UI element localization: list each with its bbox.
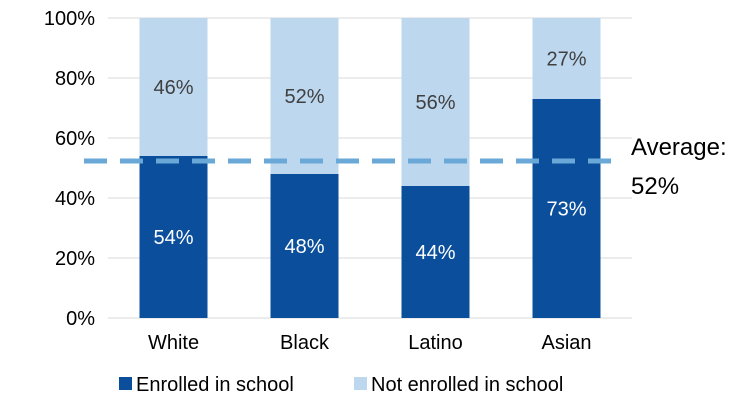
y-tick-label: 80%: [55, 68, 95, 90]
bar-not-enrolled: [532, 18, 601, 99]
bar-enrolled: [532, 99, 601, 318]
y-axis-tick-labels: 0% 20% 40% 60% 80% 100%: [44, 8, 95, 330]
data-label-not-enrolled: 27%: [546, 49, 586, 71]
x-category-label: Latino: [408, 332, 463, 354]
y-tick-label: 40%: [55, 188, 95, 210]
data-label-not-enrolled: 56%: [415, 92, 455, 114]
data-label-not-enrolled: 52%: [284, 86, 324, 108]
bar-enrolled: [401, 186, 470, 318]
bar-enrolled: [139, 156, 208, 318]
legend-swatch-not-enrolled: [354, 377, 367, 390]
average-label-line2: 52%: [631, 173, 679, 200]
bar-not-enrolled: [401, 18, 470, 186]
legend-label-not-enrolled: Not enrolled in school: [371, 374, 563, 396]
data-label-enrolled: 54%: [153, 227, 193, 249]
y-tick-label: 100%: [44, 8, 95, 30]
data-label-enrolled: 48%: [284, 236, 324, 258]
legend: Enrolled in school Not enrolled in schoo…: [119, 374, 563, 396]
data-label-enrolled: 73%: [546, 199, 586, 221]
x-axis-category-labels: White Black Latino Asian: [148, 332, 592, 354]
legend-swatch-enrolled: [119, 377, 132, 390]
y-tick-label: 0%: [66, 308, 95, 330]
bar-not-enrolled: [139, 18, 208, 156]
legend-label-enrolled: Enrolled in school: [136, 374, 294, 396]
y-tick-label: 60%: [55, 128, 95, 150]
x-category-label: Black: [280, 332, 330, 354]
bar-enrolled: [270, 174, 339, 318]
data-label-enrolled: 44%: [415, 242, 455, 264]
average-label-line1: Average:: [631, 134, 727, 161]
x-category-label: White: [148, 332, 199, 354]
y-tick-label: 20%: [55, 248, 95, 270]
bar-not-enrolled: [270, 18, 339, 174]
x-category-label: Asian: [541, 332, 591, 354]
average-line-group: Average: 52%: [84, 134, 727, 200]
bars: 54% 46% 48% 52% 44% 56% 73% 27%: [139, 18, 601, 318]
data-label-not-enrolled: 46%: [153, 77, 193, 99]
